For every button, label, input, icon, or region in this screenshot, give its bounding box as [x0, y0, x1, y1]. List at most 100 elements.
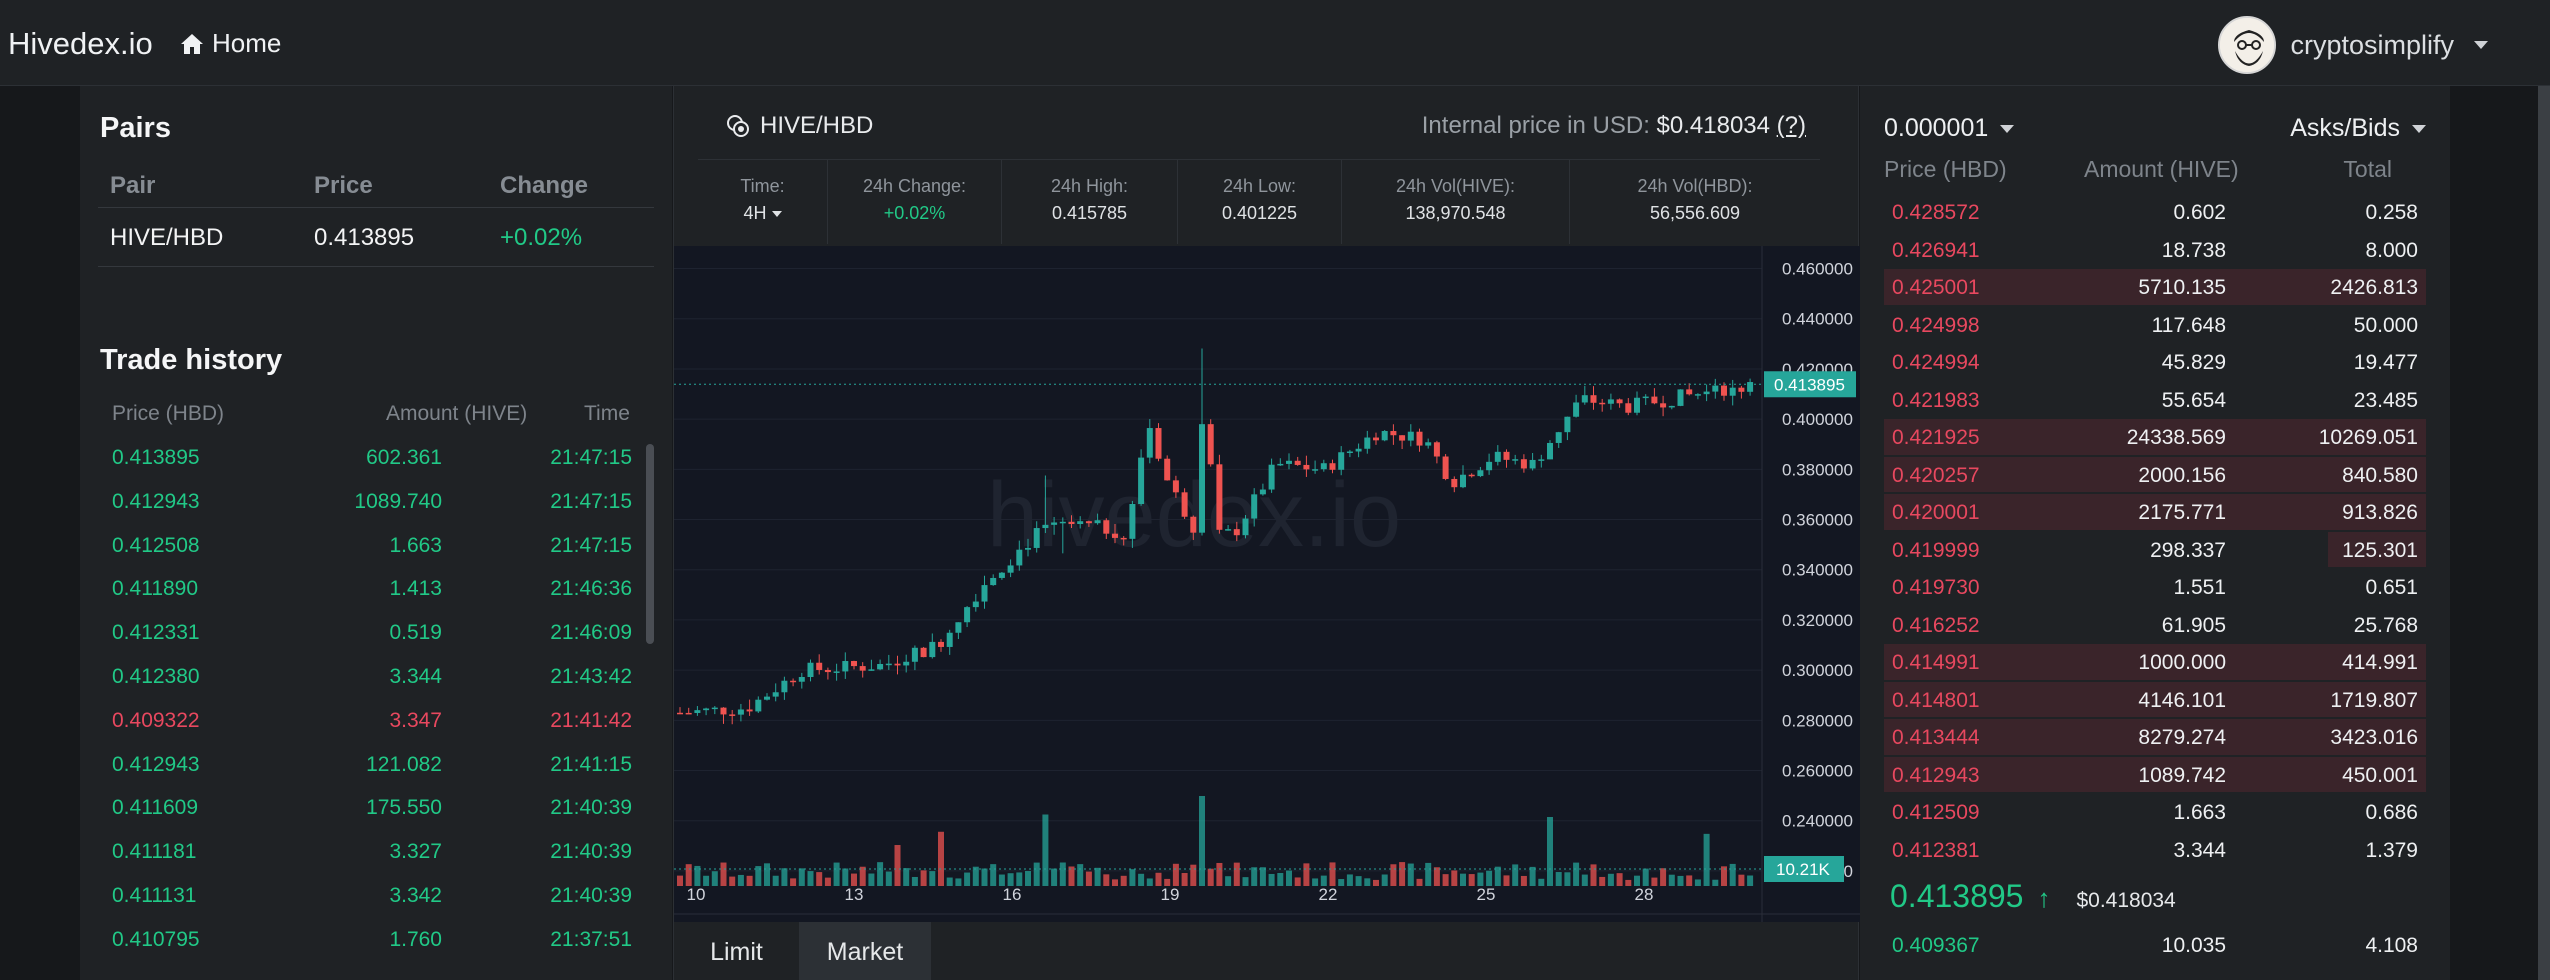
stat-label: 24h Low: [1222, 176, 1297, 196]
volume-bar [764, 863, 770, 886]
ask-row[interactable]: 0.413444 8279.274 3423.016 [1884, 718, 2426, 756]
volume-bar [1686, 875, 1693, 886]
page-scrollbar[interactable] [2538, 86, 2550, 980]
candle-body [1477, 470, 1484, 477]
stat-label: 24h Vol(HIVE): [1395, 176, 1516, 196]
volume-bar [824, 877, 831, 886]
home-link[interactable]: Home [180, 28, 281, 59]
candle-body [1738, 387, 1745, 392]
volume-bar [1433, 867, 1440, 886]
help-link[interactable]: (?) [1776, 112, 1806, 139]
trade-row[interactable]: 0.412380 3.344 21:43:42 [110, 655, 632, 699]
candle-body [911, 647, 918, 662]
volume-bar [1599, 876, 1606, 886]
timeframe-select[interactable]: 4H [698, 203, 827, 224]
candle-body [1712, 385, 1719, 392]
trade-amount: 1.413 [389, 577, 442, 601]
ask-row[interactable]: 0.412381 3.344 1.379 [1884, 831, 2426, 869]
depth-bar [1884, 719, 2426, 755]
ob-total: 50.000 [2353, 313, 2418, 337]
stat-0[interactable]: Time: 4H [698, 160, 828, 244]
trade-row[interactable]: 0.411890 1.413 21:46:36 [110, 567, 632, 611]
ob-amount: 61.905 [2161, 613, 2226, 637]
volume-bar [894, 845, 901, 886]
ask-row[interactable]: 0.428572 0.602 0.258 [1884, 193, 2426, 231]
ask-row[interactable]: 0.424998 117.648 50.000 [1884, 306, 2426, 344]
ask-row[interactable]: 0.424994 45.829 19.477 [1884, 343, 2426, 381]
volume-bar [1164, 878, 1171, 886]
candle-body [1547, 442, 1553, 460]
trade-row[interactable]: 0.412331 0.519 21:46:09 [110, 611, 632, 655]
candlestick-chart[interactable]: 0.4600000.4400000.4200000.4000000.380000… [674, 246, 1860, 922]
trade-row[interactable]: 0.411609 175.550 21:40:39 [110, 786, 632, 830]
volume-bar [1616, 873, 1623, 886]
volume-bar [1268, 873, 1275, 886]
price-chart[interactable]: 0.460000 0.440000 0.420000 0.400000 0.380000… [674, 246, 1860, 922]
ask-row[interactable]: 0.420001 2175.771 913.826 [1884, 493, 2426, 531]
volume-bar [877, 862, 884, 886]
trade-history-scrollbar[interactable] [646, 444, 654, 644]
ob-total: 10269.051 [2318, 426, 2418, 449]
ask-row[interactable]: 0.420257 2000.156 840.580 [1884, 456, 2426, 494]
ask-row[interactable]: 0.419999 298.337 125.301 [1884, 531, 2426, 569]
trade-row[interactable]: 0.412943 1089.740 21:47:15 [110, 480, 632, 524]
x-tick-label: 13 [845, 885, 864, 904]
ask-row[interactable]: 0.425001 5710.135 2426.813 [1884, 268, 2426, 306]
candle-body [1686, 389, 1693, 395]
last-price-tag [1764, 371, 1856, 398]
trade-row[interactable]: 0.410795 1.760 21:37:51 [110, 918, 632, 962]
candle-body [1312, 469, 1319, 471]
ask-row[interactable]: 0.421983 55.654 23.485 [1884, 381, 2426, 419]
candle-body [990, 577, 997, 586]
volume-bar [1181, 872, 1188, 886]
user-menu[interactable]: cryptosimplify [2218, 16, 2488, 74]
ask-row[interactable]: 0.421925 24338.569 10269.051 [1884, 418, 2426, 456]
ob-price: 0.424998 [1892, 313, 1980, 337]
volume-bar [807, 871, 814, 886]
x-tick-label: 25 [1477, 885, 1496, 904]
brand-logo[interactable]: Hivedex.io [8, 26, 153, 61]
pair-row-hive-hbd[interactable]: HIVE/HBD 0.413895 +0.02% [98, 207, 654, 267]
bid-row[interactable]: 0.409367 10.035 4.108 [1884, 926, 2426, 964]
y-tick-label: 0.460000 [1782, 260, 1853, 279]
ask-row[interactable]: 0.412943 1089.742 450.001 [1884, 756, 2426, 794]
volume-bar [1364, 878, 1371, 886]
volume-bar [790, 878, 797, 886]
candle-body [1094, 520, 1101, 524]
candle-body [1373, 437, 1379, 441]
internal-price: Internal price in USD: $0.418034 (?) [1422, 112, 1806, 140]
volume-bar [972, 866, 979, 886]
tab-limit[interactable]: Limit [710, 938, 763, 966]
volume-bar [1312, 878, 1319, 886]
pair-change: +0.02% [500, 224, 583, 251]
ob-header-total: Total [2343, 156, 2392, 182]
trade-time: 21:47:15 [550, 446, 632, 469]
ask-row[interactable]: 0.416252 61.905 25.768 [1884, 606, 2426, 644]
candle-body [851, 661, 857, 667]
trade-amount: 0.519 [389, 621, 442, 645]
stat-1: 24h Change: +0.02% [828, 160, 1002, 244]
tab-market[interactable]: Market [799, 922, 931, 980]
decimals-select[interactable]: 0.000001 [1884, 114, 2015, 143]
trade-row[interactable]: 0.412508 1.663 21:47:15 [110, 524, 632, 568]
volume-bar [1120, 875, 1127, 886]
stat-value: 0.401225 [1221, 203, 1298, 223]
trade-row[interactable]: 0.411181 3.327 21:40:39 [110, 830, 632, 874]
trade-row[interactable]: 0.413895 602.361 21:47:15 [110, 436, 632, 480]
ask-row[interactable]: 0.426941 18.738 8.000 [1884, 231, 2426, 269]
ob-price: 0.412943 [1892, 763, 1980, 787]
ask-row[interactable]: 0.414801 4146.101 1719.807 [1884, 681, 2426, 719]
volume-bar [1451, 870, 1458, 886]
candle-body [1703, 391, 1710, 395]
ob-price: 0.413444 [1892, 726, 1980, 749]
ask-row[interactable]: 0.412509 1.663 0.686 [1884, 793, 2426, 831]
trade-row[interactable]: 0.409322 3.347 21:41:42 [110, 699, 632, 743]
ask-row[interactable]: 0.419730 1.551 0.651 [1884, 568, 2426, 606]
volume-bar [1346, 874, 1353, 886]
trade-row[interactable]: 0.412943 121.082 21:41:15 [110, 743, 632, 787]
view-mode-select[interactable]: Asks/Bids [2290, 114, 2426, 143]
internal-price-label: Internal price in USD: [1421, 112, 1650, 139]
candle-body [1677, 389, 1684, 406]
ask-row[interactable]: 0.414991 1000.000 414.991 [1884, 643, 2426, 681]
trade-row[interactable]: 0.411131 3.342 21:40:39 [110, 874, 632, 918]
